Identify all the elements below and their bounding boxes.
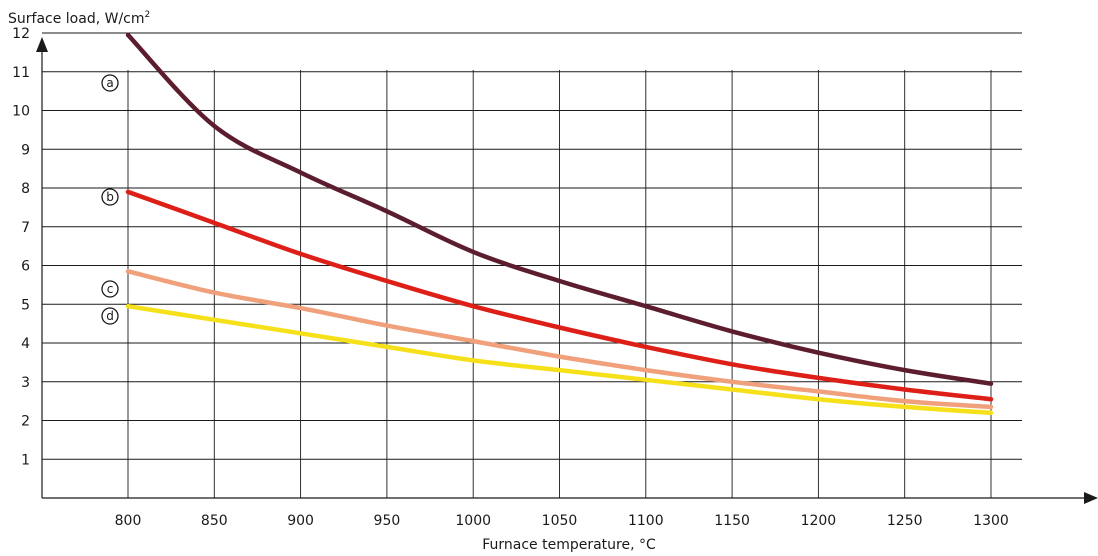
y-tick-label: 4 xyxy=(21,336,30,352)
x-tick-label: 1050 xyxy=(542,513,578,529)
y-axis-title-text: Surface load, W/cm xyxy=(8,11,145,27)
y-tick-label: 11 xyxy=(12,65,30,81)
series-marker-label-d: d xyxy=(106,309,114,323)
series-marker-circle-a xyxy=(101,74,119,92)
series-marker-label-b: b xyxy=(106,190,114,204)
series-line-a xyxy=(125,32,994,386)
series-marker-circle-b xyxy=(101,188,119,206)
series-lines xyxy=(125,32,994,416)
x-tick-label: 1100 xyxy=(628,513,664,529)
y-tick-label: 5 xyxy=(21,297,30,313)
y-axis-title: Surface load, W/cm2 xyxy=(8,10,150,27)
series-line-b xyxy=(125,189,994,402)
x-tick-label: 850 xyxy=(201,513,228,529)
x-tick-label: 900 xyxy=(287,513,314,529)
x-tick-label: 1000 xyxy=(455,513,491,529)
series-marker-label-c: c xyxy=(107,282,114,296)
y-axis-title-superscript: 2 xyxy=(145,10,151,20)
series-markers: a b cd xyxy=(101,74,119,325)
x-tick-label: 800 xyxy=(115,513,142,529)
y-tick-label: 1 xyxy=(21,452,30,468)
grid xyxy=(42,32,1022,498)
y-tick-label: 12 xyxy=(12,26,30,42)
axes xyxy=(36,37,1098,504)
y-tick-label: 9 xyxy=(21,142,30,158)
series-line-c xyxy=(125,269,994,410)
y-tick-label: 8 xyxy=(21,181,30,197)
x-tick-label: 1250 xyxy=(887,513,923,529)
y-axis-arrow xyxy=(36,37,48,52)
y-tick-label: 10 xyxy=(12,104,30,120)
x-axis-arrow xyxy=(1084,492,1098,504)
series-marker-circle-d xyxy=(101,307,119,325)
x-axis-title: Furnace temperature, °C xyxy=(482,537,656,553)
x-tick-label: 1150 xyxy=(714,513,750,529)
x-tick-labels: 800 850 900 950 1000 1050 1100 1150 1200 1250 1300 xyxy=(115,513,1009,529)
y-tick-label: 6 xyxy=(21,259,30,275)
y-tick-label: 3 xyxy=(21,375,30,391)
series-marker-label-a: a xyxy=(106,76,113,90)
x-tick-label: 1200 xyxy=(801,513,837,529)
series-line-d xyxy=(125,303,994,416)
series-marker-circle-c xyxy=(101,280,119,298)
y-tick-label: 2 xyxy=(21,414,30,430)
x-tick-label: 950 xyxy=(374,513,401,529)
x-tick-label: 1300 xyxy=(973,513,1009,529)
y-tick-label: 7 xyxy=(21,220,30,236)
